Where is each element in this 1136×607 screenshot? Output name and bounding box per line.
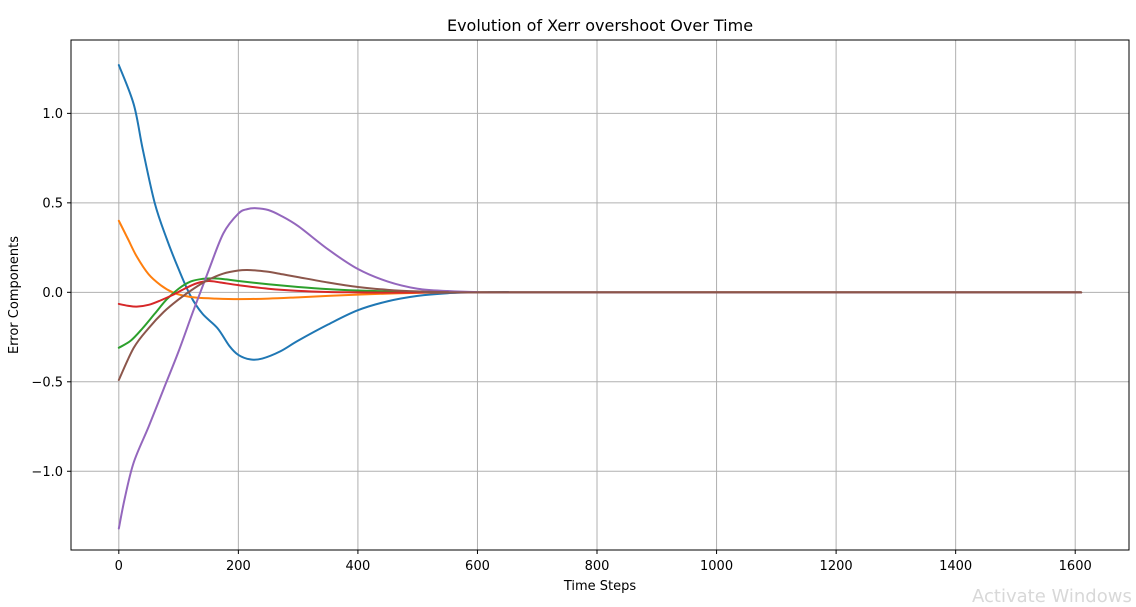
axis-ticks: 0 200 400 600 800 1000 1200 1400 1600 −1.0 −0.5 0.0… — [31, 107, 1091, 574]
x-tick-label: 1200 — [820, 559, 853, 574]
x-tick-label: 1000 — [700, 559, 733, 574]
series-line-6 — [117, 268, 1083, 381]
x-tick-label: 600 — [465, 559, 490, 574]
x-tick-label: 1600 — [1059, 559, 1092, 574]
y-axis-label: Error Components — [7, 236, 22, 354]
x-tick-label: 200 — [226, 559, 251, 574]
series-layer — [117, 64, 1083, 530]
y-tick-label: 1.0 — [42, 107, 63, 122]
x-tick-label: 400 — [346, 559, 371, 574]
x-tick-label: 0 — [115, 559, 123, 574]
x-tick-label: 1400 — [939, 559, 972, 574]
y-tick-label: −0.5 — [31, 375, 63, 390]
x-axis-label: Time Steps — [563, 579, 637, 594]
chart-title: Evolution of Xerr overshoot Over Time — [447, 16, 753, 35]
x-tick-label: 800 — [585, 559, 610, 574]
y-tick-label: 0.0 — [42, 286, 63, 301]
y-tick-label: 0.5 — [42, 196, 63, 211]
y-tick-label: −1.0 — [31, 465, 63, 480]
activate-windows-watermark: Activate Windows — [972, 586, 1132, 607]
plot-frame — [70, 39, 1130, 551]
grid-lines — [71, 40, 1129, 550]
